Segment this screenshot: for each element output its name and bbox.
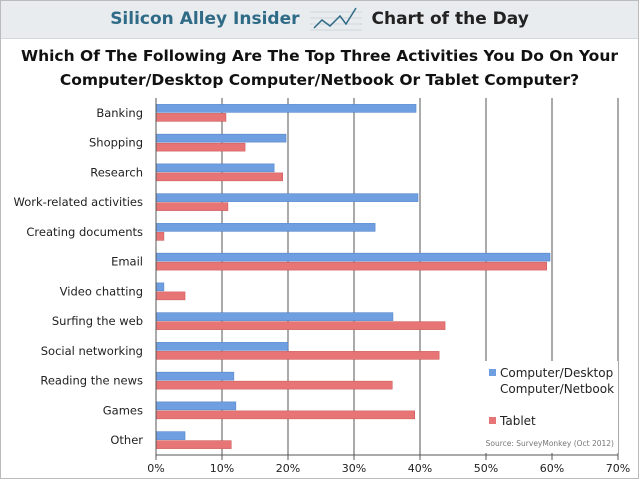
bar-computer: [155, 223, 376, 232]
bar-computer: [155, 431, 186, 440]
x-tick-label: 40%: [408, 462, 432, 475]
x-tick-label: 30%: [342, 462, 366, 475]
category-label: Video chatting: [60, 284, 143, 298]
category-label: Banking: [96, 106, 143, 120]
legend-swatch-computer: [489, 369, 496, 376]
bar-computer: [155, 342, 289, 351]
bar-computer: [155, 193, 419, 202]
bar-tablet: [155, 142, 246, 152]
brand-name: Silicon Alley Insider: [110, 9, 300, 29]
bar-computer: [155, 163, 275, 173]
category-label: Research: [90, 165, 143, 179]
bar-tablet: [155, 172, 283, 182]
bar-tablet: [155, 380, 393, 390]
x-tick-label: 60%: [540, 462, 564, 475]
chart-title: Which Of The Following Are The Top Three…: [0, 44, 639, 92]
bar-computer: [155, 282, 165, 292]
category-label: Surfing the web: [52, 314, 143, 328]
chart-of-the-day-label: Chart of the Day: [371, 9, 529, 29]
bar-tablet: [155, 410, 415, 420]
x-tick-label: 0%: [147, 462, 164, 475]
category-label: Creating documents: [26, 225, 143, 239]
legend-label-computer: Computer/Netbook: [500, 382, 614, 396]
x-tick-label: 10%: [210, 462, 234, 475]
bar-tablet: [155, 291, 186, 301]
legend-label-computer: Computer/Desktop: [500, 366, 613, 380]
category-label: Work-related activities: [14, 195, 143, 209]
chart-title-line-2: Computer/Desktop Computer/Netbook Or Tab…: [59, 71, 580, 89]
legend-swatch-tablet: [489, 417, 496, 424]
chart-title-line-1: Which Of The Following Are The Top Three…: [20, 47, 619, 65]
x-tick-label: 20%: [276, 462, 300, 475]
bar-computer: [155, 312, 394, 321]
category-label: Games: [103, 403, 143, 417]
legend-box: [478, 361, 618, 453]
category-label: Shopping: [89, 136, 143, 150]
bar-tablet: [155, 113, 227, 122]
category-label: Reading the news: [40, 374, 143, 388]
category-label: Other: [110, 433, 143, 447]
bar-tablet: [155, 202, 229, 211]
bar-computer: [155, 401, 237, 411]
bar-computer: [155, 104, 417, 113]
category-label: Social networking: [41, 344, 143, 358]
bar-computer: [155, 133, 287, 143]
bar-computer: [155, 252, 551, 262]
bar-tablet: [155, 232, 165, 241]
x-tick-label: 50%: [474, 462, 498, 475]
bar-tablet: [155, 351, 440, 360]
x-tick-label: 70%: [606, 462, 630, 475]
bar-tablet: [155, 321, 446, 330]
trend-chart-icon: [309, 7, 362, 31]
bar-tablet: [155, 440, 232, 449]
bar-computer: [155, 371, 235, 381]
bar-tablet: [155, 261, 547, 271]
legend-label-tablet: Tablet: [499, 414, 536, 428]
header-banner: Silicon Alley Insider Chart of the Day: [0, 0, 639, 39]
source-note: Source: SurveyMonkey (Oct 2012): [486, 439, 614, 448]
category-label: Email: [111, 255, 143, 269]
